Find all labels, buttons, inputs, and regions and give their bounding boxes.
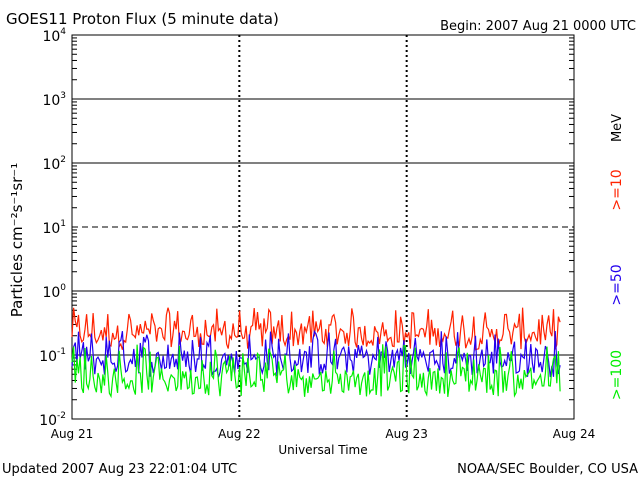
y-tick-base: 10 [42,29,60,45]
begin-time: Begin: 2007 Aug 21 0000 UTC [440,19,636,34]
y-tick-base: 10 [42,285,60,301]
y-tick-exponent: -2 [57,411,66,421]
y-tick-label-4: 100 [42,283,66,301]
y-tick-exponent: 2 [60,155,66,165]
y-tick-label-5: 10-1 [39,347,66,365]
y-tick-exponent: -1 [57,347,66,357]
x-tick-label-0: Aug 21 [51,427,94,441]
series-line-2 [71,344,561,399]
y-tick-label-0: 104 [42,27,66,45]
y-tick-exponent: 4 [60,27,66,37]
y-tick-label-6: 10-2 [39,411,66,429]
y-tick-label-1: 103 [42,91,66,109]
series-layer [71,307,561,399]
legend-unit: MeV [610,114,625,142]
y-tick-label-3: 101 [42,219,66,237]
x-axis: Aug 21 Aug 22 Aug 23 Aug 24 [51,427,596,441]
y-tick-base: 10 [42,157,60,173]
y-tick-base: 10 [42,93,60,109]
credit: NOAA/SEC Boulder, CO USA [457,462,638,477]
y-tick-base: 10 [39,413,57,429]
y-tick-exponent: 0 [60,283,66,293]
y-tick-exponent: 3 [60,91,66,101]
chart-title: GOES11 Proton Flux (5 minute data) [6,10,279,28]
y-tick-base: 10 [39,349,57,365]
x-tick-label-1: Aug 22 [218,427,261,441]
updated-time: Updated 2007 Aug 23 22:01:04 UTC [2,462,237,477]
legend-item-100mev: >=100 [609,350,625,400]
x-axis-label: Universal Time [278,443,367,457]
legend-item-10mev: >=10 [609,169,625,210]
x-tick-label-2: Aug 23 [385,427,428,441]
y-tick-exponent: 1 [60,219,66,229]
x-tick-label-3: Aug 24 [553,427,596,441]
y-tick-base: 10 [42,221,60,237]
grid [72,35,574,419]
y-tick-label-2: 102 [42,155,66,173]
legend-item-50mev: >=50 [609,264,625,305]
series-line-0 [71,307,561,351]
y-axis-label: Particles cm⁻²s⁻¹sr⁻¹ [8,163,26,317]
